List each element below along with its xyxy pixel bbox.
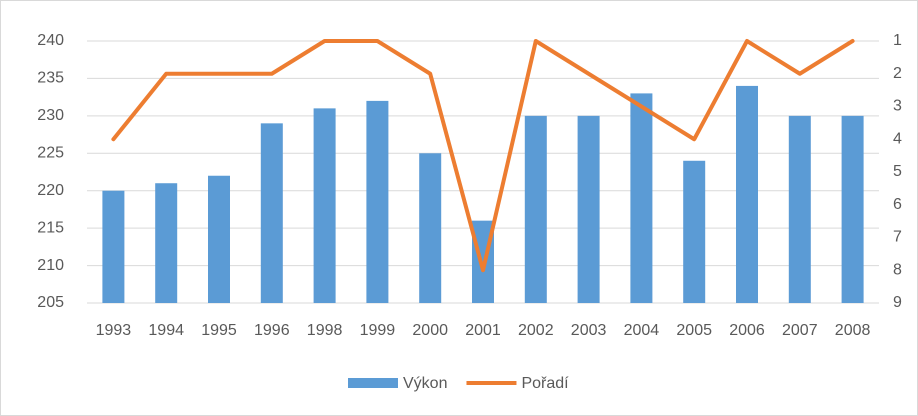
y-tick-label: 220 xyxy=(37,182,64,199)
bar xyxy=(155,183,178,303)
bar xyxy=(683,160,706,303)
x-tick-label: 2004 xyxy=(624,322,660,339)
bar xyxy=(524,115,547,303)
x-tick-label: 2007 xyxy=(782,322,818,339)
y-tick-label: 205 xyxy=(37,294,64,311)
y2-tick-label: 5 xyxy=(893,163,902,180)
x-tick-label: 2002 xyxy=(518,322,554,339)
x-tick-label: 1998 xyxy=(307,322,343,339)
y-tick-label: 240 xyxy=(37,32,64,49)
x-tick-label: 1996 xyxy=(254,322,290,339)
x-tick-label: 2001 xyxy=(465,322,501,339)
y2-tick-label: 1 xyxy=(893,32,902,49)
legend-label: Pořadí xyxy=(521,375,569,392)
bar xyxy=(419,153,442,303)
x-tick-label: 1994 xyxy=(148,322,184,339)
x-tick-label: 1995 xyxy=(201,322,237,339)
legend-swatch xyxy=(348,378,398,388)
y2-tick-label: 9 xyxy=(893,294,902,311)
line xyxy=(111,39,855,273)
bar xyxy=(736,85,758,304)
bar xyxy=(260,123,283,303)
y2-tick-label: 8 xyxy=(893,261,902,278)
bar xyxy=(841,115,864,303)
x-tick-label: 2008 xyxy=(835,322,871,339)
x-tick-label: 2003 xyxy=(571,322,607,339)
x-tick-label: 1993 xyxy=(96,322,132,339)
y2-tick-label: 6 xyxy=(893,196,902,213)
y2-tick-label: 4 xyxy=(893,130,902,147)
bar xyxy=(788,115,811,303)
x-tick-label: 2005 xyxy=(676,322,712,339)
bar xyxy=(630,93,653,304)
bar xyxy=(366,100,389,303)
bar xyxy=(313,108,336,303)
y-tick-label: 225 xyxy=(37,145,64,162)
bar xyxy=(208,175,230,303)
y-tick-label: 210 xyxy=(37,257,64,274)
x-tick-label: 2000 xyxy=(412,322,448,339)
bar xyxy=(102,190,125,303)
y-tick-label: 235 xyxy=(37,70,64,87)
y-tick-label: 230 xyxy=(37,107,64,124)
bar xyxy=(577,115,600,303)
y2-tick-label: 7 xyxy=(893,229,902,246)
x-tick-label: 2006 xyxy=(729,322,765,339)
y2-tick-label: 3 xyxy=(893,98,902,115)
y2-tick-label: 2 xyxy=(893,65,902,82)
y-tick-label: 215 xyxy=(37,219,64,236)
x-tick-label: 1999 xyxy=(360,322,396,339)
legend-label: Výkon xyxy=(403,375,447,392)
